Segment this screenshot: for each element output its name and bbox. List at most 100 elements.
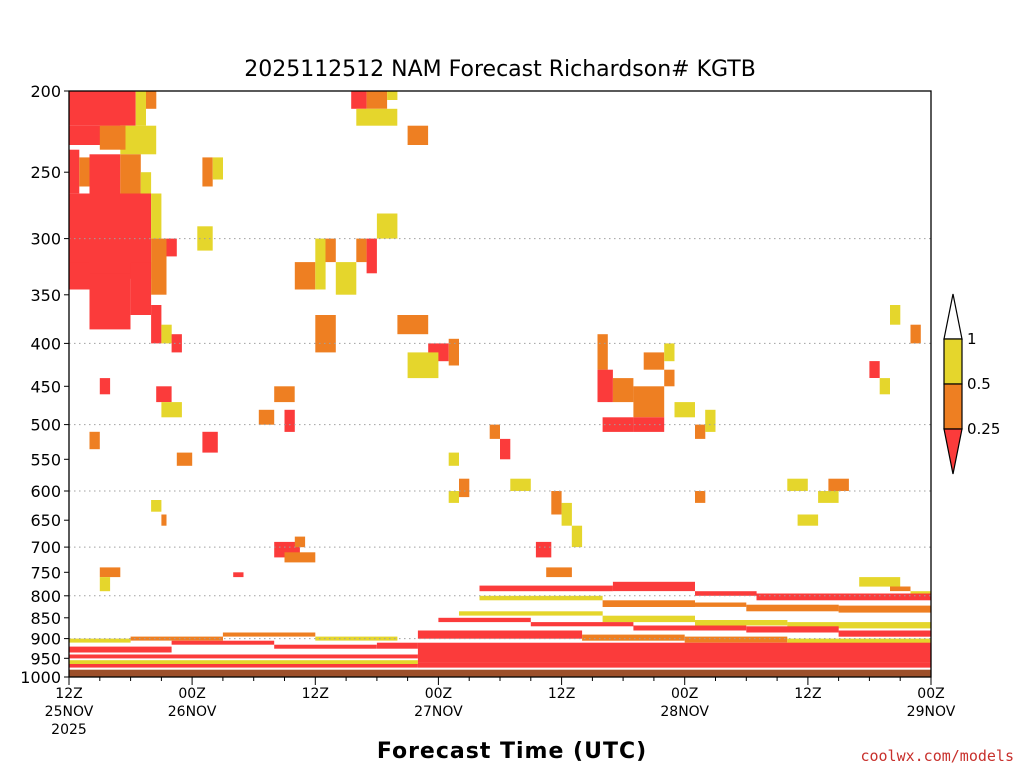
y-tick-label: 800	[30, 587, 61, 606]
x-tick-label: 00Z	[425, 686, 452, 702]
heatmap-cell	[89, 273, 131, 330]
y-tick-label: 300	[30, 230, 61, 249]
heatmap-cell	[818, 491, 839, 503]
heatmap-cell	[294, 262, 316, 290]
heatmap-cell	[335, 262, 357, 295]
heatmap-cell	[69, 654, 418, 659]
x-tick-label: 12Z	[794, 686, 821, 702]
heatmap-cell	[890, 586, 911, 592]
heatmap-cell	[69, 664, 418, 668]
x-axis-label: Forecast Time (UTC)	[377, 739, 647, 764]
y-tick-label: 400	[30, 334, 61, 353]
heatmap-cell	[99, 125, 126, 150]
heatmap-cell	[69, 638, 131, 643]
heatmap-cell	[274, 386, 295, 403]
heatmap-cell	[582, 634, 685, 641]
x-tick-label: 12Z	[548, 686, 575, 702]
heatmap-cell	[489, 424, 500, 439]
heatmap-cell	[69, 262, 90, 290]
heatmap-cell	[859, 577, 901, 587]
colorbar-legend: 1 0.5 0.25	[943, 293, 1000, 475]
heatmap-cell	[633, 625, 747, 631]
heatmap-cell	[417, 642, 931, 663]
y-tick-label: 350	[30, 286, 61, 305]
colorbar-label: 1	[967, 330, 977, 348]
heatmap-cell	[459, 478, 470, 498]
heatmap-cell	[376, 213, 398, 239]
y-tick-label: 500	[30, 416, 61, 435]
y-tick-label: 750	[30, 563, 61, 582]
heatmap-cell	[397, 315, 429, 335]
heatmap-cell	[130, 262, 152, 315]
heatmap-cell	[366, 91, 388, 109]
heatmap-cell	[695, 591, 757, 596]
heatmap-cell	[258, 409, 275, 425]
heatmap-cell	[695, 602, 747, 607]
heatmap-cell	[166, 238, 177, 257]
heatmap-cell	[879, 378, 890, 395]
heatmap-cell	[99, 378, 111, 395]
heatmap-cell	[294, 536, 306, 548]
x-tick-label: 00Z	[178, 686, 205, 702]
x-tick-label: 28NOV	[660, 704, 709, 720]
y-tick-label: 900	[30, 630, 61, 649]
heatmap-cell	[479, 585, 613, 592]
heatmap-cell	[551, 491, 562, 515]
heatmap-cell	[151, 193, 162, 239]
heatmap-cell	[448, 491, 459, 503]
heatmap-cell	[695, 424, 706, 439]
colorbar-top-triangle	[943, 293, 963, 340]
heatmap-cell	[161, 402, 182, 418]
heatmap-cell	[602, 417, 634, 432]
heatmap-cell	[356, 238, 367, 263]
heatmap-cell	[356, 108, 398, 126]
heatmap-cell	[89, 431, 100, 450]
heatmap-cell	[99, 577, 111, 592]
heatmap-cell	[69, 91, 136, 126]
x-tick-label: 29NOV	[907, 704, 956, 720]
heatmap-cell	[695, 620, 788, 626]
x-tick-label: 25NOV	[45, 704, 94, 720]
heatmap-cell	[69, 660, 418, 664]
heatmap-cell	[315, 315, 336, 353]
heatmap-cell	[89, 154, 121, 201]
colorbar-bin	[943, 338, 963, 385]
heatmap-cell	[233, 572, 244, 578]
y-tick-label: 200	[30, 82, 61, 101]
heatmap-cell	[602, 615, 695, 623]
heatmap-cell	[438, 617, 531, 623]
heatmap-cell	[787, 622, 931, 629]
heatmap-cell	[151, 500, 162, 512]
heatmap-cells	[69, 91, 931, 669]
heatmap-cell	[787, 478, 808, 491]
colorbar-bottom-triangle	[943, 428, 963, 475]
heatmap-cell	[284, 552, 316, 563]
heatmap-cell	[351, 91, 367, 109]
y-tick-label: 950	[30, 649, 61, 668]
heatmap-cell	[151, 238, 167, 295]
heatmap-cell	[828, 478, 849, 491]
heatmap-cell	[135, 91, 146, 126]
heatmap-cell	[202, 431, 218, 453]
heatmap-cell	[407, 125, 429, 145]
heatmap-cell	[69, 125, 90, 145]
heatmap-cell	[366, 238, 377, 274]
heatmap-cell	[99, 567, 121, 578]
heatmap-cell	[633, 386, 665, 418]
heatmap-cell	[597, 369, 613, 403]
x-axis-ticks: 12Z 25NOV 2025 00Z 26NOV 12Z 00Z 27NOV 12Z 00Z 28N…	[45, 677, 956, 738]
heatmap-cell	[387, 91, 398, 100]
heatmap-cell	[535, 541, 552, 558]
heatmap-cell	[612, 378, 634, 403]
heatmap-cell	[171, 640, 275, 645]
heatmap-cell	[212, 157, 223, 180]
heatmap-cell	[156, 386, 172, 403]
heatmap-cell	[176, 452, 193, 466]
heatmap-cell	[643, 352, 665, 370]
heatmap-cell	[120, 125, 157, 155]
heatmap-cell	[597, 334, 608, 370]
heatmap-cell	[79, 157, 90, 187]
heatmap-cell	[797, 514, 819, 526]
heatmap-cell	[448, 338, 459, 366]
